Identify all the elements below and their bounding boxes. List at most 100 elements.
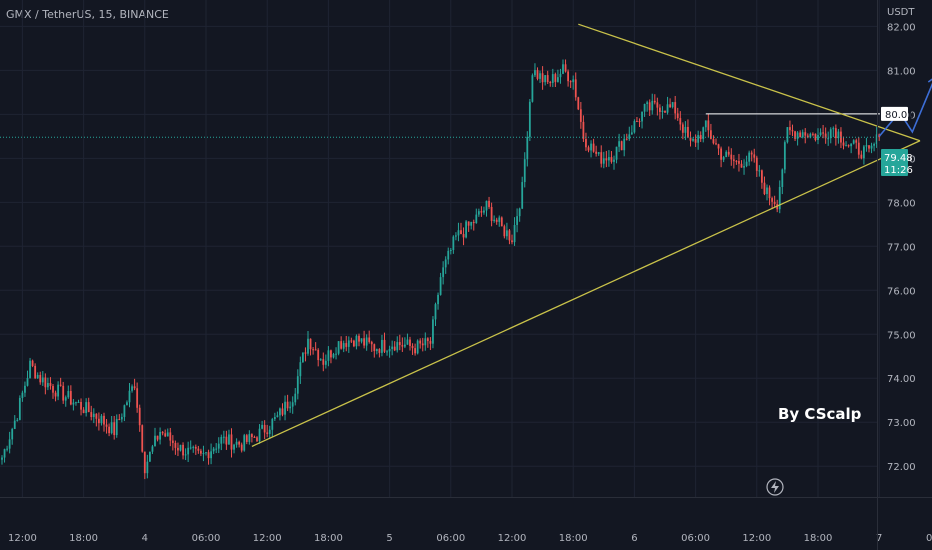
candle-body (730, 154, 733, 160)
y-tick-label: 74.00 (887, 374, 916, 385)
candle-body (13, 420, 16, 429)
candle-body (444, 259, 447, 268)
candle-body (447, 250, 450, 260)
candle-body (850, 143, 853, 147)
projection-path (878, 82, 932, 137)
candle-body (146, 461, 149, 474)
candle-body (732, 159, 735, 161)
candle-body (373, 344, 376, 352)
candle-body (569, 81, 572, 83)
candle-body (289, 406, 292, 409)
candle-body (460, 230, 462, 235)
candle-body (432, 319, 434, 344)
candle-body (773, 201, 776, 205)
candle-body (480, 211, 483, 213)
y-tick-label: 81.00 (887, 66, 916, 77)
candle-body (414, 348, 416, 354)
candle-body (618, 141, 620, 147)
candle-body (215, 448, 218, 450)
candle-body (467, 221, 470, 226)
candle-body (544, 75, 547, 83)
last-price-tag-bg (881, 149, 908, 176)
candle-body (128, 390, 131, 403)
candle-body (284, 401, 286, 415)
bolt-icon[interactable] (766, 478, 784, 496)
candle-body (67, 391, 70, 398)
candle-body (595, 151, 598, 154)
trendline-upper (578, 23, 921, 142)
candle-body (335, 353, 337, 355)
price-axis-unit: USDT (887, 7, 915, 18)
candle-body (743, 166, 745, 168)
candle-body (613, 159, 615, 162)
x-tick-label: 5 (386, 533, 392, 544)
candle-body (796, 132, 799, 139)
candle-body (273, 416, 276, 420)
candle-body (477, 211, 480, 215)
candle-body (304, 352, 307, 354)
candle-body (865, 145, 868, 147)
candle-body (761, 170, 763, 183)
candle-body (3, 449, 6, 458)
candle-body (11, 428, 14, 440)
candle-body (771, 198, 773, 202)
candle-body (18, 397, 21, 420)
x-tick-label: 12:00 (498, 533, 527, 544)
candle-body (605, 158, 608, 161)
candle-body (80, 401, 82, 410)
candle-body (100, 415, 103, 424)
x-tick-label: 06:00 (926, 533, 932, 544)
candle-body (794, 131, 796, 139)
candle-body (205, 452, 207, 454)
candle-body (72, 402, 75, 405)
candle-body (171, 440, 174, 443)
candle-body (416, 340, 419, 354)
candle-body (485, 200, 488, 211)
candle-body (531, 75, 534, 102)
candle-body (829, 129, 832, 139)
candle-body (834, 128, 837, 139)
candle-body (207, 452, 210, 459)
candle-body (857, 142, 860, 155)
candle-body (873, 144, 875, 146)
candle-body (386, 351, 388, 353)
candle-body (345, 343, 348, 347)
candle-body (261, 424, 263, 429)
candle-body (513, 224, 516, 243)
candle-body (587, 147, 590, 151)
candle-body (161, 431, 164, 434)
candle-body (151, 446, 154, 452)
candle-body (154, 435, 156, 447)
candle-body (847, 145, 850, 147)
candle-body (488, 200, 490, 207)
candle-body (87, 402, 90, 413)
candle-body (572, 79, 575, 83)
candle-body (317, 349, 320, 361)
x-tick-label: 12:00 (742, 533, 771, 544)
candle-body (534, 70, 536, 76)
candle-body (518, 208, 521, 217)
candle-body (641, 111, 643, 122)
x-tick-label: 12:00 (8, 533, 37, 544)
candle-body (406, 339, 409, 345)
candle-body (57, 384, 59, 397)
candle-body (755, 157, 758, 171)
candle-body (704, 120, 707, 128)
candle-body (689, 137, 692, 141)
candle-body (49, 382, 52, 386)
candle-body (314, 349, 317, 351)
candle-body (391, 346, 394, 349)
candle-body (381, 339, 383, 353)
candle-body (6, 448, 8, 450)
candle-body (302, 352, 304, 363)
candle-body (98, 418, 100, 424)
candle-body (299, 362, 302, 377)
x-tick-label: 18:00 (559, 533, 588, 544)
candle-body (439, 277, 442, 295)
candle-body (16, 419, 19, 421)
candle-body (625, 138, 628, 140)
candle-body (638, 121, 641, 123)
y-tick-label: 77.00 (887, 242, 916, 253)
